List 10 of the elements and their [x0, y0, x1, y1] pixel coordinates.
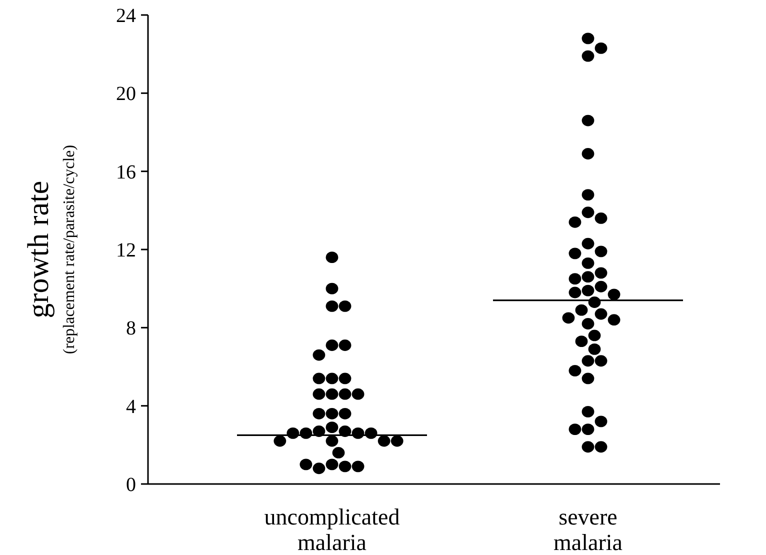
x-tick-label: uncomplicated malaria: [264, 504, 400, 555]
x-tick-label: severe malaria: [554, 504, 622, 555]
y-tick-label: 16: [116, 161, 136, 184]
y-tick-label: 12: [116, 240, 136, 262]
y-tick-label: 24: [116, 5, 136, 27]
y-tick-label: 8: [126, 318, 136, 340]
y-tick-label: 0: [126, 474, 136, 496]
y-axis-title: growth rate (replacement rate/parasite/cycle): [22, 144, 78, 354]
y-tick-label: 20: [116, 83, 136, 106]
y-tick-label: 4: [126, 396, 136, 418]
